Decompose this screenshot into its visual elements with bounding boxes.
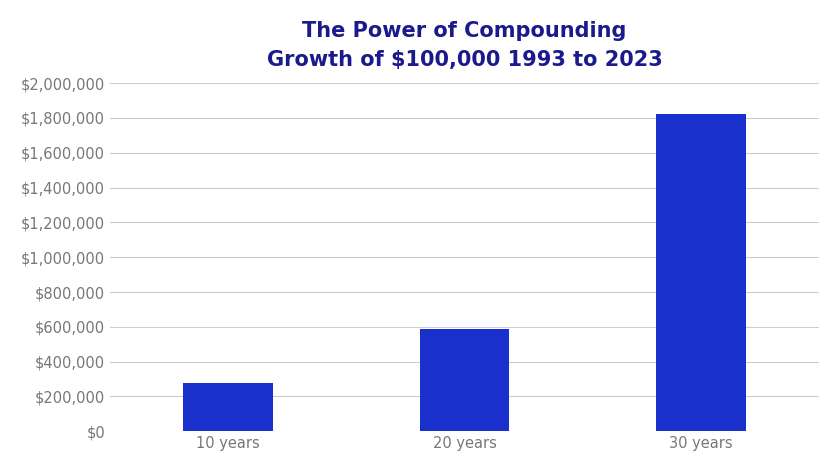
- Bar: [656, 114, 746, 431]
- Bar: [183, 383, 273, 431]
- Title: The Power of Compounding
Growth of $100,000 1993 to 2023: The Power of Compounding Growth of $100,…: [266, 21, 663, 70]
- Bar: [420, 329, 510, 431]
